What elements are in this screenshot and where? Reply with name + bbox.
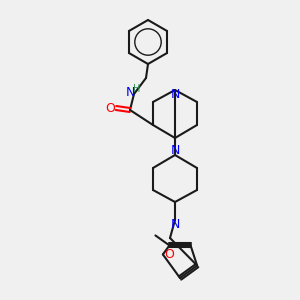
Text: N: N <box>170 88 180 101</box>
Text: N: N <box>170 218 180 232</box>
Text: N: N <box>170 143 180 157</box>
Text: H: H <box>133 84 141 94</box>
Text: O: O <box>105 101 115 115</box>
Text: O: O <box>164 248 174 261</box>
Text: N: N <box>125 85 135 98</box>
